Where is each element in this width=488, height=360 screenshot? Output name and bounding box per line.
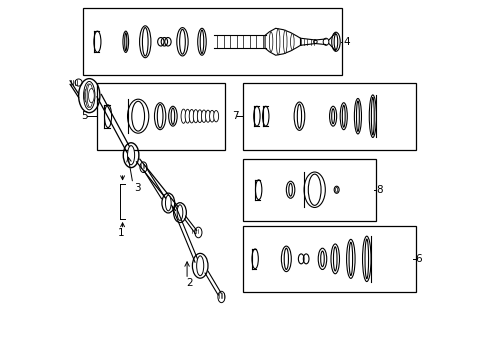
Ellipse shape (177, 205, 183, 220)
Ellipse shape (213, 111, 218, 122)
Ellipse shape (85, 84, 91, 107)
Ellipse shape (335, 187, 337, 192)
Ellipse shape (165, 195, 171, 211)
Ellipse shape (87, 84, 93, 107)
Ellipse shape (201, 110, 206, 122)
Text: 5: 5 (81, 111, 88, 121)
Text: 8: 8 (376, 185, 382, 195)
Ellipse shape (193, 110, 198, 123)
Ellipse shape (269, 32, 272, 52)
Ellipse shape (209, 111, 214, 122)
Ellipse shape (320, 251, 324, 267)
Ellipse shape (276, 29, 279, 55)
Ellipse shape (142, 28, 148, 56)
Ellipse shape (283, 30, 286, 54)
Ellipse shape (333, 247, 336, 271)
Ellipse shape (290, 33, 293, 50)
Ellipse shape (189, 109, 194, 123)
Ellipse shape (297, 104, 301, 128)
Text: 1: 1 (118, 228, 124, 238)
Ellipse shape (200, 30, 203, 54)
Text: 7: 7 (232, 111, 238, 121)
Ellipse shape (342, 105, 345, 127)
Ellipse shape (284, 248, 288, 270)
Ellipse shape (356, 101, 359, 131)
Ellipse shape (157, 104, 163, 128)
Text: 4: 4 (343, 37, 350, 47)
Ellipse shape (171, 108, 174, 124)
Ellipse shape (348, 242, 352, 275)
Ellipse shape (370, 98, 373, 135)
Ellipse shape (132, 101, 144, 131)
Ellipse shape (331, 109, 334, 123)
Text: 6: 6 (414, 254, 421, 264)
Ellipse shape (88, 89, 94, 103)
Ellipse shape (288, 183, 292, 196)
Ellipse shape (205, 110, 210, 122)
Ellipse shape (84, 89, 90, 103)
Ellipse shape (83, 81, 95, 110)
Ellipse shape (333, 34, 337, 50)
Text: 3: 3 (134, 183, 140, 193)
Ellipse shape (127, 145, 134, 165)
Ellipse shape (307, 174, 321, 205)
Text: 2: 2 (185, 278, 192, 288)
Ellipse shape (185, 109, 190, 123)
Ellipse shape (179, 30, 185, 54)
Ellipse shape (196, 256, 203, 276)
Ellipse shape (181, 109, 185, 123)
Ellipse shape (197, 110, 202, 123)
Ellipse shape (364, 239, 368, 279)
Ellipse shape (124, 33, 126, 51)
